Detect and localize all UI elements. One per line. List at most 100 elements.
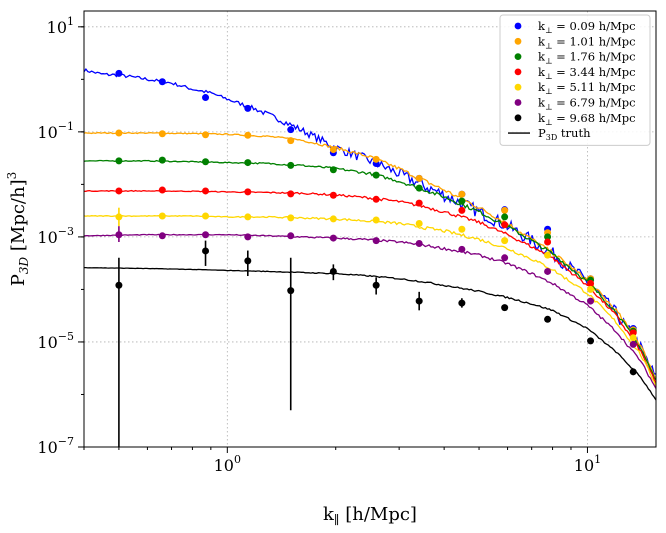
data-point [115,213,123,221]
legend-entry-label: k⊥ = 1.01 h/Mpc [538,34,636,50]
data-point [158,212,166,220]
y-tick-label: 101 [47,15,74,37]
data-point [202,158,210,166]
data-point [287,126,295,134]
data-point [115,69,123,77]
data-point [158,130,166,138]
data-point [501,254,509,262]
data-point [244,233,252,241]
data-point [287,214,295,222]
truth-curve-5 [83,233,657,389]
data-point [244,257,252,265]
y-tick-label: 10−7 [37,435,74,457]
legend-entry-label: P3D truth [538,126,591,142]
data-point [158,186,166,194]
truth-curves [83,68,657,401]
data-point [415,199,423,207]
data-point [544,238,552,246]
x-tick-label: 100 [214,453,241,475]
data-point [629,368,637,376]
truth-curve-6 [84,266,657,401]
data-point [287,232,295,240]
data-point [287,161,295,169]
data-point [587,337,595,345]
data-point [287,287,295,295]
legend-marker [514,53,522,60]
data-point [158,156,166,164]
data-point [202,131,210,139]
data-point [629,340,637,348]
data-point [544,315,552,323]
data-point [372,216,380,224]
data-point [372,171,380,179]
legend-entry-label: k⊥ = 5.11 h/Mpc [538,80,636,96]
data-point [329,166,337,174]
truth-curve-1 [83,131,657,380]
data-point [244,104,252,112]
data-point [244,213,252,221]
data-point [501,237,509,245]
data-point [372,237,380,245]
plot-frame [83,10,657,448]
data-point [287,190,295,198]
data-point [587,285,595,293]
data-point [458,225,466,233]
data-point [115,281,123,289]
data-point [329,267,337,275]
data-point [115,231,123,239]
y-tick-label: 10−5 [37,330,74,352]
x-axis-ticks: 100 101 [83,447,601,475]
data-point [158,232,166,240]
data-point [501,213,509,221]
data-point [244,188,252,196]
data-point [458,245,466,253]
data-point [629,329,637,337]
legend-marker [514,83,522,91]
data-point [202,247,210,255]
data-point [372,195,380,203]
data-point [202,212,210,220]
data-point [544,233,552,241]
data-point [115,157,123,165]
data-point [329,234,337,242]
legend-entry-label: k⊥ = 1.76 h/Mpc [538,50,636,66]
data-point [415,297,423,305]
truth-curve-3 [84,189,657,384]
x-tick-label: 101 [574,453,601,475]
legend-marker [514,22,522,30]
data-point [115,129,123,137]
data-point [458,299,466,307]
data-point [501,206,509,214]
data-point [587,297,595,305]
x-axis-label: k∥ [h/Mpc] [323,504,417,527]
legend-entry-label: k⊥ = 9.68 h/Mpc [538,111,636,127]
data-point [458,206,466,214]
legend-marker [514,68,522,76]
legend-marker [514,37,522,45]
y-axis-label: P3D [Mpc/h]3 [5,172,31,287]
legend-box [499,14,651,146]
data-point [115,187,123,195]
legend-entry-label: k⊥ = 6.79 h/Mpc [538,96,636,112]
data-point [415,184,423,192]
legend-entry-label: k⊥ = 3.44 h/Mpc [538,65,636,81]
truth-curve-2 [83,159,657,381]
data-point [202,187,210,195]
data-point [458,190,466,198]
truth-curve-4 [83,214,657,387]
data-point [287,137,295,145]
data-point [244,159,252,167]
measured-points [115,69,637,447]
data-point [202,231,210,239]
data-point [372,281,380,289]
data-point [329,215,337,223]
y-tick-label: 10−1 [37,120,74,142]
data-point [372,155,380,163]
legend-marker [514,99,522,106]
data-point [629,334,637,342]
y-tick-label: 10−3 [37,225,74,247]
data-point [244,131,252,139]
data-point [329,191,337,199]
